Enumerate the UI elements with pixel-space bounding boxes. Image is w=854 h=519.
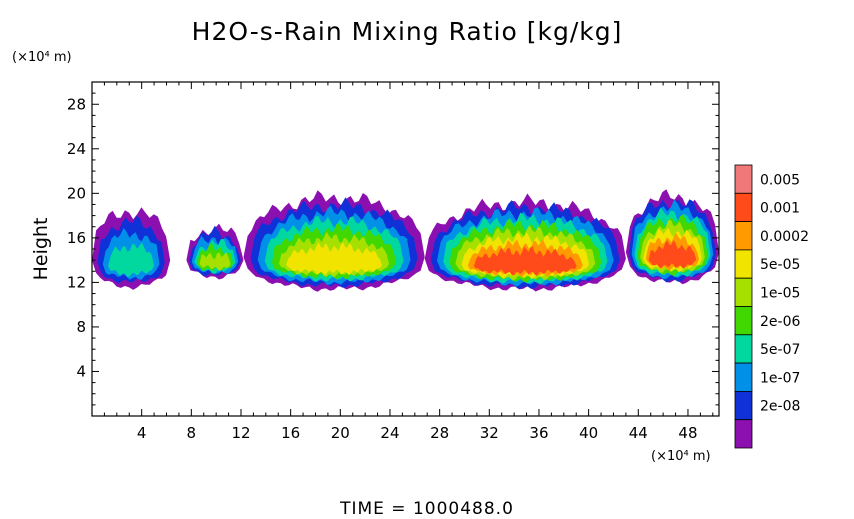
colorbar-swatch [734, 164, 753, 194]
chart-title: H2O-s-Rain Mixing Ratio [kg/kg] [192, 17, 623, 46]
x-tick-label: 32 [480, 424, 499, 442]
y-axis-title: Height [30, 218, 52, 281]
contour-level [648, 240, 697, 269]
cloud-cell [625, 189, 719, 285]
colorbar-label: 5e-07 [760, 342, 800, 358]
x-unit-label: (×10⁴ m) [651, 449, 711, 464]
colorbar-swatch [734, 306, 753, 336]
cloud-cell [243, 190, 425, 292]
cloud-cell [186, 223, 244, 280]
y-tick-label: 24 [67, 140, 86, 158]
x-tick-label: 16 [281, 424, 300, 442]
colorbar-label: 0.005 [760, 172, 800, 188]
y-tick-label: 20 [67, 184, 86, 202]
x-tick-label: 40 [579, 424, 598, 442]
colorbar-swatch [734, 221, 753, 251]
x-tick-label: 36 [529, 424, 548, 442]
colorbar-label: 0.001 [760, 201, 800, 217]
contour-level [473, 246, 577, 276]
colorbar-swatch [734, 390, 753, 421]
contour-level [199, 252, 231, 272]
y-tick-label: 12 [67, 273, 86, 291]
colorbar-swatch [734, 334, 753, 364]
cloud-cell [424, 193, 626, 292]
x-tick-label: 44 [629, 424, 648, 442]
cloud-cell [92, 207, 171, 290]
x-tick-label: 8 [187, 424, 197, 442]
colorbar-swatch [734, 362, 753, 392]
colorbar-swatch [734, 249, 753, 279]
y-unit-label: (×10⁴ m) [12, 50, 72, 65]
x-tick-label: 20 [331, 424, 350, 442]
y-tick-label: 8 [76, 318, 86, 336]
colorbar: 0.005 0.001 0.0002 5e-05 1e-05 2e-06 5e-07 1e-0… [734, 164, 809, 449]
colorbar-label: 1e-07 [760, 370, 800, 386]
colorbar-swatch [734, 277, 753, 307]
contour-level [108, 242, 155, 278]
x-tick-label: 12 [231, 424, 250, 442]
colorbar-label: 5e-05 [760, 257, 800, 273]
y-tick-label: 16 [67, 229, 86, 247]
mixing-ratio-field [92, 189, 719, 292]
colorbar-label: 1e-05 [760, 286, 800, 302]
x-tick-label: 4 [137, 424, 147, 442]
time-label: TIME = 1000488.0 [339, 499, 514, 519]
y-tick-label: 28 [67, 95, 86, 113]
colorbar-label: 0.0002 [760, 229, 809, 245]
x-tick-label: 28 [430, 424, 449, 442]
colorbar-swatch [734, 419, 753, 449]
colorbar-label: 2e-06 [760, 314, 800, 330]
colorbar-label: 2e-08 [760, 399, 800, 415]
contour-level [286, 242, 382, 276]
x-tick-label: 24 [380, 424, 399, 442]
y-tick-label: 4 [76, 362, 86, 380]
colorbar-swatch [734, 192, 753, 223]
x-tick-label: 48 [678, 424, 697, 442]
y-axis-ticks: 4 8 12 16 20 24 28 [67, 92, 719, 406]
x-axis-ticks: 4 8 12 16 20 24 28 32 36 40 44 48 [103, 82, 714, 442]
